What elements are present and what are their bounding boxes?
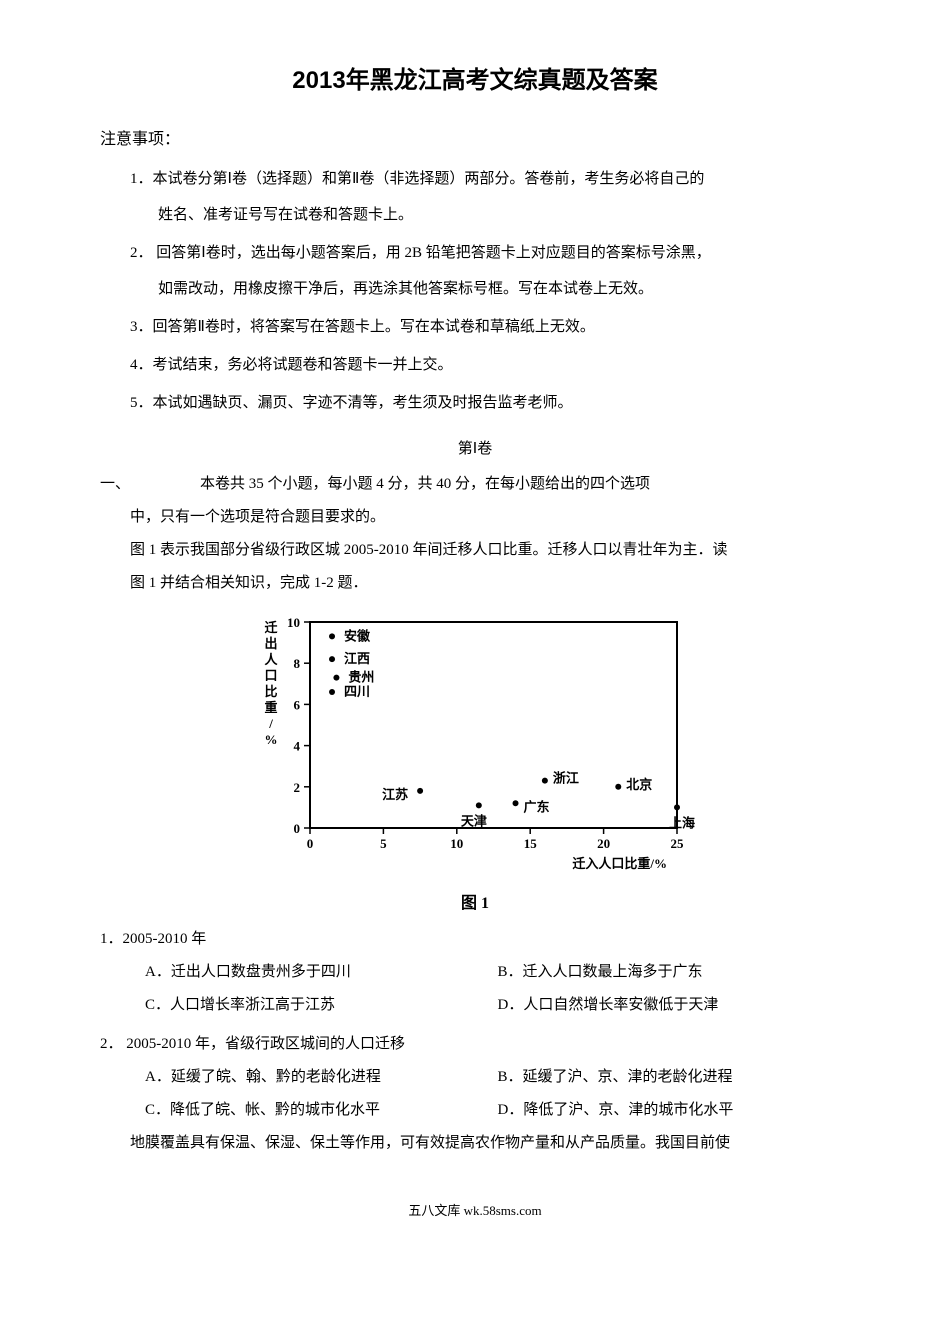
svg-text:广东: 广东 <box>524 799 550 814</box>
exam-title: 2013年黑龙江高考文综真题及答案 <box>100 60 850 95</box>
svg-text:人: 人 <box>264 652 278 667</box>
svg-text:迁入人口比重/%: 迁入人口比重/% <box>572 856 667 871</box>
svg-text:上海: 上海 <box>669 815 695 830</box>
q2-option-d: D．降低了沪、京、津的城市化水平 <box>498 1094 851 1127</box>
svg-text:10: 10 <box>287 615 300 630</box>
tail-paragraph: 地膜覆盖具有保温、保湿、保土等作用，可有效提高农作物产量和从产品质量。我国目前使 <box>100 1127 850 1160</box>
figure-1: 0 5 10 15 20 25 0 2 4 6 8 10 迁出人口比重/% 迁入人口比重/% 安徽江西贵州四… <box>100 610 850 913</box>
svg-text:25: 25 <box>671 836 685 851</box>
notice-text: 回答第Ⅰ卷时，选出每小题答案后，用 2B 铅笔把答题卡上对应题目的答案标号涂黑， <box>153 245 711 261</box>
notice-item: 3．回答第Ⅱ卷时，将答案写在答题卡上。写在本试卷和草稿纸上无效。 <box>130 309 850 345</box>
q1-option-b: B．迁入人口数最上海多于广东 <box>498 956 851 989</box>
svg-text:比: 比 <box>264 684 277 699</box>
svg-text:口: 口 <box>264 668 277 683</box>
svg-text:迁: 迁 <box>264 620 277 635</box>
figure-label: 图 1 <box>100 889 850 913</box>
svg-text:0: 0 <box>307 836 314 851</box>
svg-text:6: 6 <box>294 697 301 712</box>
q1-option-a: A．迁出人口数盘贵州多于四川 <box>145 956 498 989</box>
notice-cont: 如需改动，用橡皮擦干净后，再选涂其他答案标号框。写在本试卷上无效。 <box>130 271 850 307</box>
svg-text:2: 2 <box>294 780 301 795</box>
section-intro-cont: 中，只有一个选项是符合题目要求的。 <box>100 501 850 534</box>
svg-text:北京: 北京 <box>626 777 652 792</box>
svg-text:安徽: 安徽 <box>344 628 371 643</box>
q2-option-c: C．降低了皖、帐、黔的城市化水平 <box>145 1094 498 1127</box>
prereading-p1: 图 1 表示我国部分省级行政区城 2005-2010 年间迁移人口比重。迁移人口… <box>100 534 850 567</box>
svg-text:15: 15 <box>524 836 538 851</box>
volume-header: 第Ⅰ卷 <box>100 437 850 458</box>
svg-text:0: 0 <box>294 821 301 836</box>
notice-text: 考试结束，务必将试题卷和答题卡一并上交。 <box>153 357 453 373</box>
notice-num: 1． <box>130 171 153 187</box>
section-label: 一、 <box>100 468 200 501</box>
svg-text:四川: 四川 <box>344 684 370 699</box>
svg-text:贵州: 贵州 <box>348 670 374 685</box>
svg-text:8: 8 <box>294 656 301 671</box>
notice-num: 2． <box>130 245 153 261</box>
q2-option-a: A．延缓了皖、翰、黔的老龄化进程 <box>145 1061 498 1094</box>
q1-option-d: D．人口自然增长率安徽低于天津 <box>498 989 851 1022</box>
q1-stem: 1．2005-2010 年 <box>100 923 850 956</box>
svg-text:/: / <box>268 716 273 731</box>
svg-text:江西: 江西 <box>344 651 370 666</box>
q2-options-row1: A．延缓了皖、翰、黔的老龄化进程 B．延缓了沪、京、津的老龄化进程 <box>100 1061 850 1094</box>
notice-item: 2． 回答第Ⅰ卷时，选出每小题答案后，用 2B 铅笔把答题卡上对应题目的答案标号… <box>130 235 850 307</box>
q2-options-row2: C．降低了皖、帐、黔的城市化水平 D．降低了沪、京、津的城市化水平 <box>100 1094 850 1127</box>
svg-text:出: 出 <box>264 636 277 651</box>
svg-text:20: 20 <box>597 836 610 851</box>
svg-text:%: % <box>265 732 278 747</box>
section-intro-text: 本卷共 35 个小题，每小题 4 分，共 40 分，在每小题给出的四个选项 <box>200 468 850 501</box>
notice-text: 本试如遇缺页、漏页、字迹不清等，考生须及时报告监考老师。 <box>153 395 573 411</box>
notice-cont: 姓名、准考证号写在试卷和答题卡上。 <box>130 197 850 233</box>
notice-num: 5． <box>130 395 153 411</box>
svg-text:5: 5 <box>380 836 387 851</box>
svg-text:10: 10 <box>450 836 463 851</box>
svg-text:重: 重 <box>264 700 277 715</box>
notice-num: 3． <box>130 319 153 335</box>
notice-header: 注意事项： <box>100 125 850 149</box>
q2-stem: 2． 2005-2010 年，省级行政区城间的人口迁移 <box>100 1028 850 1061</box>
q1-option-c: C．人口增长率浙江高于江苏 <box>145 989 498 1022</box>
prereading-p2: 图 1 并结合相关知识，完成 1-2 题． <box>100 567 850 600</box>
page-footer: 五八文库 wk.58sms.com <box>100 1200 850 1219</box>
notice-text: 回答第Ⅱ卷时，将答案写在答题卡上。写在本试卷和草稿纸上无效。 <box>153 319 595 335</box>
notice-num: 4． <box>130 357 153 373</box>
q2-option-b: B．延缓了沪、京、津的老龄化进程 <box>498 1061 851 1094</box>
notice-text: 本试卷分第Ⅰ卷（选择题）和第Ⅱ卷（非选择题）两部分。答卷前，考生务必将自己的 <box>153 171 705 187</box>
notice-list: 1．本试卷分第Ⅰ卷（选择题）和第Ⅱ卷（非选择题）两部分。答卷前，考生务必将自己的… <box>100 161 850 421</box>
q1-options-row2: C．人口增长率浙江高于江苏 D．人口自然增长率安徽低于天津 <box>100 989 850 1022</box>
notice-item: 4．考试结束，务必将试题卷和答题卡一并上交。 <box>130 347 850 383</box>
svg-text:江苏: 江苏 <box>382 787 408 802</box>
notice-item: 5．本试如遇缺页、漏页、字迹不清等，考生须及时报告监考老师。 <box>130 385 850 421</box>
section-intro: 一、 本卷共 35 个小题，每小题 4 分，共 40 分，在每小题给出的四个选项 <box>100 468 850 501</box>
svg-text:天津: 天津 <box>461 813 487 828</box>
notice-item: 1．本试卷分第Ⅰ卷（选择题）和第Ⅱ卷（非选择题）两部分。答卷前，考生务必将自己的… <box>130 161 850 233</box>
svg-text:浙江: 浙江 <box>553 771 579 786</box>
q1-options-row1: A．迁出人口数盘贵州多于四川 B．迁入人口数最上海多于广东 <box>100 956 850 989</box>
scatter-chart: 0 5 10 15 20 25 0 2 4 6 8 10 迁出人口比重/% 迁入人口比重/% 安徽江西贵州四… <box>255 610 695 880</box>
svg-text:4: 4 <box>294 739 301 754</box>
